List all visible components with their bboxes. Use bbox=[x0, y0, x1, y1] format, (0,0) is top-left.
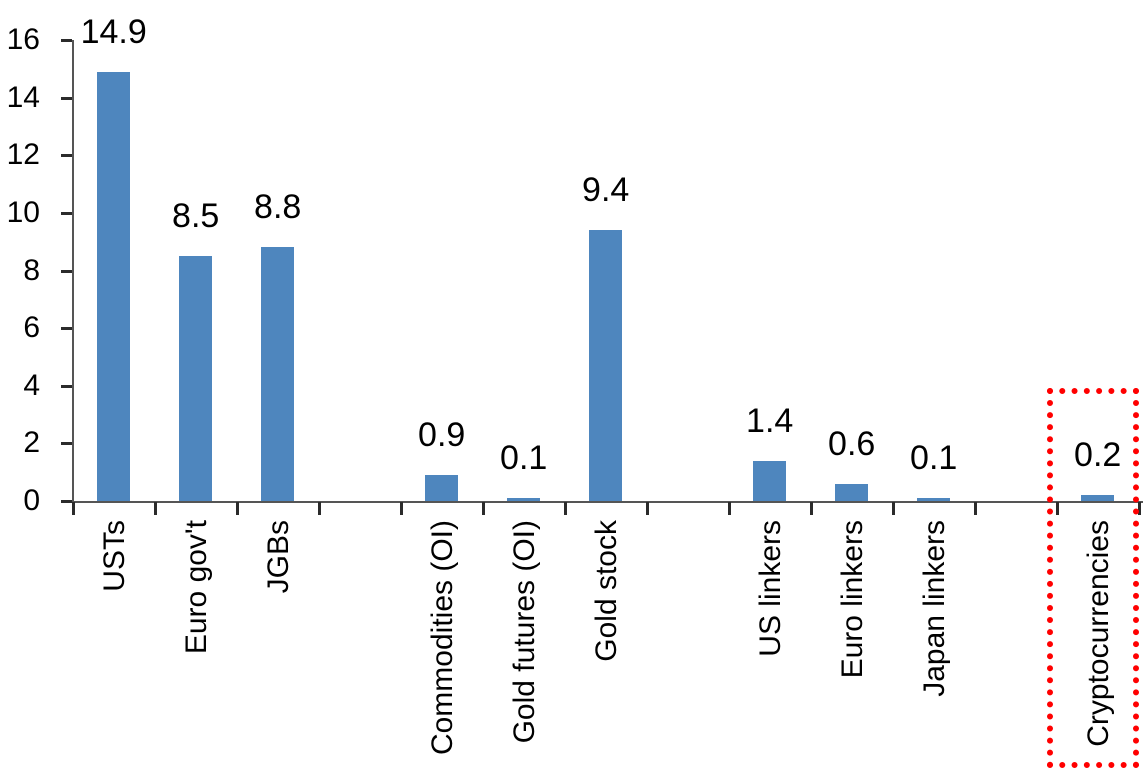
y-axis-tick bbox=[61, 327, 72, 331]
bar-value-label: 9.4 bbox=[582, 171, 630, 210]
bar bbox=[507, 498, 541, 501]
y-tick-label: 10 bbox=[6, 195, 40, 229]
y-axis-tick bbox=[61, 500, 72, 503]
y-axis-tick bbox=[61, 39, 72, 42]
x-axis-tick bbox=[1137, 502, 1141, 515]
category-label: Euro gov't bbox=[179, 520, 213, 655]
x-axis-tick bbox=[973, 502, 977, 515]
y-tick-label: 0 bbox=[23, 484, 40, 517]
y-tick-label: 8 bbox=[23, 253, 40, 287]
category-label: Cryptocurrencies bbox=[1081, 520, 1115, 747]
bar-value-label: 14.9 bbox=[80, 12, 147, 51]
x-axis-tick bbox=[399, 502, 403, 515]
y-axis-tick bbox=[61, 269, 72, 273]
y-axis-tick bbox=[61, 96, 72, 100]
x-axis-tick bbox=[891, 502, 895, 515]
category-label: US linkers bbox=[753, 520, 787, 657]
bar-value-label: 8.5 bbox=[172, 197, 220, 236]
x-axis-tick bbox=[809, 502, 813, 515]
y-tick-label: 12 bbox=[6, 138, 40, 172]
y-tick-label: 2 bbox=[23, 426, 40, 460]
y-tick-label: 16 bbox=[6, 23, 40, 56]
bar-value-label: 1.4 bbox=[746, 401, 794, 440]
x-axis-tick bbox=[71, 502, 75, 515]
bar bbox=[1081, 495, 1115, 501]
y-axis-tick bbox=[61, 211, 72, 215]
category-label: Gold stock bbox=[589, 520, 623, 662]
bar bbox=[179, 256, 213, 501]
y-tick-label: 6 bbox=[23, 311, 40, 345]
bar-value-label: 0.1 bbox=[910, 439, 958, 478]
x-axis-tick bbox=[481, 502, 485, 515]
bar bbox=[97, 71, 131, 501]
category-label: USTs bbox=[97, 520, 131, 592]
category-label: JGBs bbox=[261, 520, 295, 594]
category-label: Commodities (OI) bbox=[425, 520, 459, 756]
bar bbox=[589, 230, 623, 501]
y-tick-label: 14 bbox=[6, 80, 40, 114]
bar bbox=[835, 483, 869, 501]
bar bbox=[753, 460, 787, 501]
bar bbox=[261, 247, 295, 501]
y-axis-line bbox=[72, 40, 74, 503]
bar-value-label: 0.6 bbox=[828, 424, 876, 463]
bar-value-label: 0.9 bbox=[418, 416, 466, 455]
x-axis-tick bbox=[563, 502, 567, 515]
y-axis-tick bbox=[61, 154, 72, 158]
x-axis-tick bbox=[317, 502, 321, 515]
bar-value-label: 0.1 bbox=[500, 439, 548, 478]
highlight-box bbox=[1046, 388, 1139, 768]
category-label: Euro linkers bbox=[835, 520, 869, 679]
x-axis-tick bbox=[153, 502, 157, 515]
bar bbox=[917, 498, 951, 501]
bar-value-label: 0.2 bbox=[1074, 436, 1122, 475]
x-axis-line bbox=[70, 501, 1143, 503]
bar-value-label: 8.8 bbox=[254, 188, 302, 227]
x-axis-tick bbox=[235, 502, 239, 515]
x-axis-tick bbox=[727, 502, 731, 515]
category-label: Japan linkers bbox=[917, 520, 951, 697]
y-axis-tick bbox=[61, 442, 72, 446]
y-axis-tick bbox=[61, 384, 72, 388]
x-axis-tick bbox=[645, 502, 649, 515]
category-label: Gold futures (OI) bbox=[507, 520, 541, 744]
x-axis-tick bbox=[1055, 502, 1059, 515]
y-tick-label: 4 bbox=[23, 368, 40, 402]
bar bbox=[425, 475, 459, 501]
